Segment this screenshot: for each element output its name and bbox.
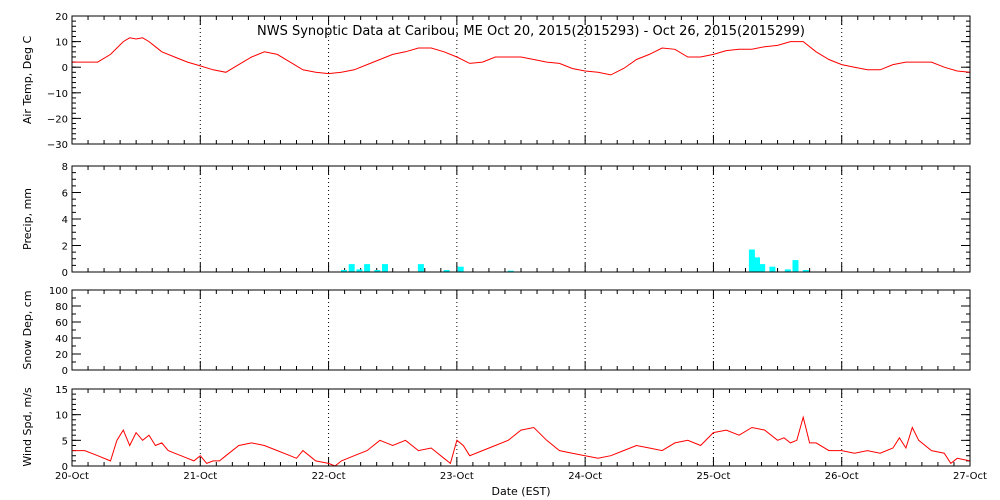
air-temp-y-tick-label: −30: [47, 140, 68, 151]
x-tick-label: 26-Oct: [825, 471, 859, 482]
precip-bar: [382, 264, 388, 272]
x-tick-label: 20-Oct: [55, 471, 89, 482]
air-temp-line: [72, 37, 971, 76]
precip-bar: [364, 264, 371, 272]
snow-depth-y-tick-label: 20: [55, 350, 68, 361]
snow-depth-y-tick-label: 0: [62, 366, 68, 377]
wind-speed-y-tick-label: 15: [55, 385, 68, 396]
snow-depth-ylabel: Snow Dep, cm: [21, 290, 34, 369]
precip-ylabel: Precip, mm: [21, 188, 34, 250]
air-temp-y-tick-label: 0: [62, 63, 68, 74]
x-tick-label: 21-Oct: [183, 471, 217, 482]
wind-speed-y-tick-label: 0: [62, 462, 68, 473]
precip-bar: [507, 270, 514, 272]
precip-bar: [802, 270, 809, 272]
wind-speed-ylabel: Wind Spd, m/s: [21, 387, 34, 467]
precip-bar: [759, 264, 766, 272]
air-temp-ylabel: Air Temp, Deg C: [21, 36, 34, 125]
x-tick-labels: 20-Oct 21-Oct 22-Oct 23-Oct 24-Oct 25-Oct 26-O…: [55, 471, 987, 482]
precip-bar: [417, 264, 424, 272]
precip-y-tick-label: 6: [62, 189, 68, 200]
snow-depth-panel: Snow Dep, cm 100 80 60 40 20 0: [21, 286, 971, 377]
x-tick-label: 24-Oct: [568, 471, 602, 482]
precip-bar: [748, 249, 755, 272]
air-temp-y-tick-label: −20: [47, 114, 68, 125]
precip-y-tick-label: 8: [62, 162, 68, 173]
x-tick-label: 22-Oct: [312, 471, 346, 482]
precip-y-tick-label: 4: [62, 215, 68, 226]
air-temp-y-tick-label: 20: [55, 12, 68, 23]
snow-depth-y-tick-label: 100: [49, 286, 68, 297]
snow-depth-y-tick-label: 80: [55, 302, 68, 313]
precip-bar: [792, 260, 799, 272]
precip-bar: [769, 266, 776, 272]
snow-depth-y-tick-label: 60: [55, 318, 68, 329]
precip-bar: [348, 264, 355, 272]
precip-bar: [356, 269, 363, 272]
precip-panel: Precip, mm 8 6 4 2 0: [21, 162, 971, 279]
precip-bar: [754, 257, 760, 272]
chart-title: NWS Synoptic Data at Caribou, ME Oct 20,…: [257, 24, 805, 39]
precip-y-tick-label: 2: [62, 242, 68, 253]
wind-speed-panel: Wind Spd, m/s 15 10 5 0: [21, 385, 971, 473]
air-temp-y-tick-label: 10: [55, 38, 68, 49]
x-axis-label: Date (EST): [491, 485, 550, 498]
wind-speed-y-tick-label: 5: [62, 436, 68, 447]
precip-bar: [341, 270, 347, 272]
snow-depth-y-tick-label: 40: [55, 334, 68, 345]
precip-y-tick-label: 0: [62, 268, 68, 279]
x-tick-label: 27-Oct: [953, 471, 987, 482]
precip-bar: [784, 269, 791, 272]
air-temp-panel: Air Temp, Deg C 20 10 0 −10 −20 −30: [21, 12, 971, 151]
precip-bar: [457, 266, 464, 272]
precip-bar: [374, 270, 381, 272]
wind-speed-line: [72, 415, 971, 467]
wind-speed-y-tick-label: 10: [55, 411, 68, 422]
x-tick-label: 23-Oct: [440, 471, 474, 482]
air-temp-y-tick-label: −10: [47, 89, 68, 100]
precip-bar: [443, 270, 450, 272]
x-tick-label: 25-Oct: [696, 471, 730, 482]
